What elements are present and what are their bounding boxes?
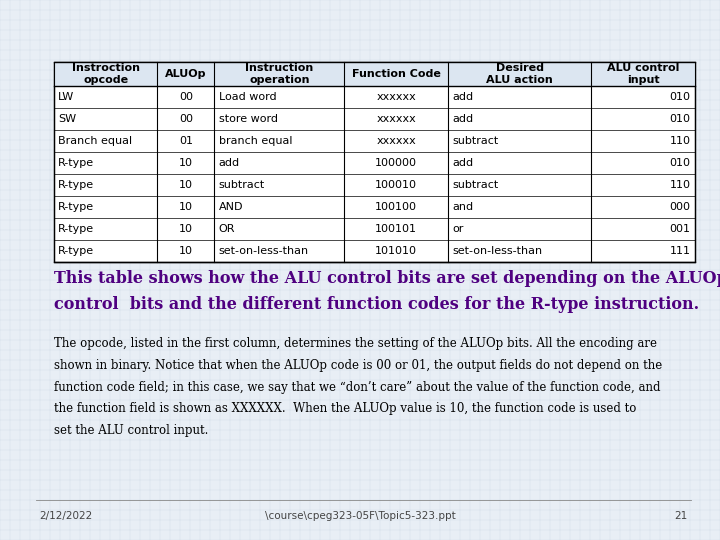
Text: add: add bbox=[452, 92, 473, 102]
Text: R-type: R-type bbox=[58, 158, 94, 168]
Text: xxxxxx: xxxxxx bbox=[377, 136, 416, 146]
Text: add: add bbox=[219, 158, 240, 168]
Text: 000: 000 bbox=[670, 202, 690, 212]
Text: function code field; in this case, we say that we “don’t care” about the value o: function code field; in this case, we sa… bbox=[54, 381, 660, 394]
Text: 010: 010 bbox=[670, 92, 690, 102]
Text: 10: 10 bbox=[179, 224, 193, 234]
Text: shown in binary. Notice that when the ALUOp code is 00 or 01, the output fields : shown in binary. Notice that when the AL… bbox=[54, 359, 662, 372]
FancyBboxPatch shape bbox=[54, 62, 695, 86]
Text: and: and bbox=[452, 202, 473, 212]
Text: This table shows how the ALU control bits are set depending on the ALUOp: This table shows how the ALU control bit… bbox=[54, 270, 720, 287]
FancyBboxPatch shape bbox=[54, 62, 695, 262]
Text: SW: SW bbox=[58, 114, 76, 124]
Text: Instruction
operation: Instruction operation bbox=[245, 63, 313, 85]
Text: store word: store word bbox=[219, 114, 277, 124]
Text: \course\cpeg323-05F\Topic5-323.ppt: \course\cpeg323-05F\Topic5-323.ppt bbox=[265, 511, 455, 521]
Text: 100010: 100010 bbox=[375, 180, 417, 190]
Text: 00: 00 bbox=[179, 114, 193, 124]
Text: AND: AND bbox=[219, 202, 243, 212]
Text: LW: LW bbox=[58, 92, 75, 102]
Text: 100000: 100000 bbox=[375, 158, 417, 168]
Text: 110: 110 bbox=[670, 180, 690, 190]
Text: xxxxxx: xxxxxx bbox=[377, 92, 416, 102]
Text: subtract: subtract bbox=[452, 136, 498, 146]
Text: control  bits and the different function codes for the R-type instruction.: control bits and the different function … bbox=[54, 296, 699, 313]
Text: Branch equal: Branch equal bbox=[58, 136, 132, 146]
Text: set-on-less-than: set-on-less-than bbox=[219, 246, 309, 256]
Text: 2/12/2022: 2/12/2022 bbox=[40, 511, 93, 521]
Text: 10: 10 bbox=[179, 158, 193, 168]
Text: xxxxxx: xxxxxx bbox=[377, 114, 416, 124]
Text: 00: 00 bbox=[179, 92, 193, 102]
Text: 110: 110 bbox=[670, 136, 690, 146]
Text: Desired
ALU action: Desired ALU action bbox=[486, 63, 553, 85]
Text: set the ALU control input.: set the ALU control input. bbox=[54, 424, 208, 437]
Text: branch equal: branch equal bbox=[219, 136, 292, 146]
Text: ALU control
input: ALU control input bbox=[607, 63, 679, 85]
Text: 100100: 100100 bbox=[375, 202, 417, 212]
Text: ALUOp: ALUOp bbox=[165, 69, 207, 79]
Text: subtract: subtract bbox=[219, 180, 265, 190]
Text: Function Code: Function Code bbox=[351, 69, 441, 79]
Text: 010: 010 bbox=[670, 114, 690, 124]
Text: 101010: 101010 bbox=[375, 246, 417, 256]
Text: 01: 01 bbox=[179, 136, 193, 146]
Text: 10: 10 bbox=[179, 180, 193, 190]
Text: The opcode, listed in the first column, determines the setting of the ALUOp bits: The opcode, listed in the first column, … bbox=[54, 338, 657, 350]
Text: subtract: subtract bbox=[452, 180, 498, 190]
Text: the function field is shown as XXXXXX.  When the ALUOp value is 10, the function: the function field is shown as XXXXXX. W… bbox=[54, 402, 636, 415]
Text: add: add bbox=[452, 158, 473, 168]
Text: R-type: R-type bbox=[58, 180, 94, 190]
Text: or: or bbox=[452, 224, 464, 234]
Text: R-type: R-type bbox=[58, 202, 94, 212]
Text: 001: 001 bbox=[670, 224, 690, 234]
Text: add: add bbox=[452, 114, 473, 124]
Text: 100101: 100101 bbox=[375, 224, 417, 234]
Text: set-on-less-than: set-on-less-than bbox=[452, 246, 542, 256]
Text: 10: 10 bbox=[179, 202, 193, 212]
Text: R-type: R-type bbox=[58, 246, 94, 256]
Text: OR: OR bbox=[219, 224, 235, 234]
Text: 21: 21 bbox=[675, 511, 688, 521]
Text: 111: 111 bbox=[670, 246, 690, 256]
Text: Load word: Load word bbox=[219, 92, 276, 102]
Text: R-type: R-type bbox=[58, 224, 94, 234]
Text: 010: 010 bbox=[670, 158, 690, 168]
Text: 10: 10 bbox=[179, 246, 193, 256]
Text: Instroction
opcode: Instroction opcode bbox=[72, 63, 140, 85]
